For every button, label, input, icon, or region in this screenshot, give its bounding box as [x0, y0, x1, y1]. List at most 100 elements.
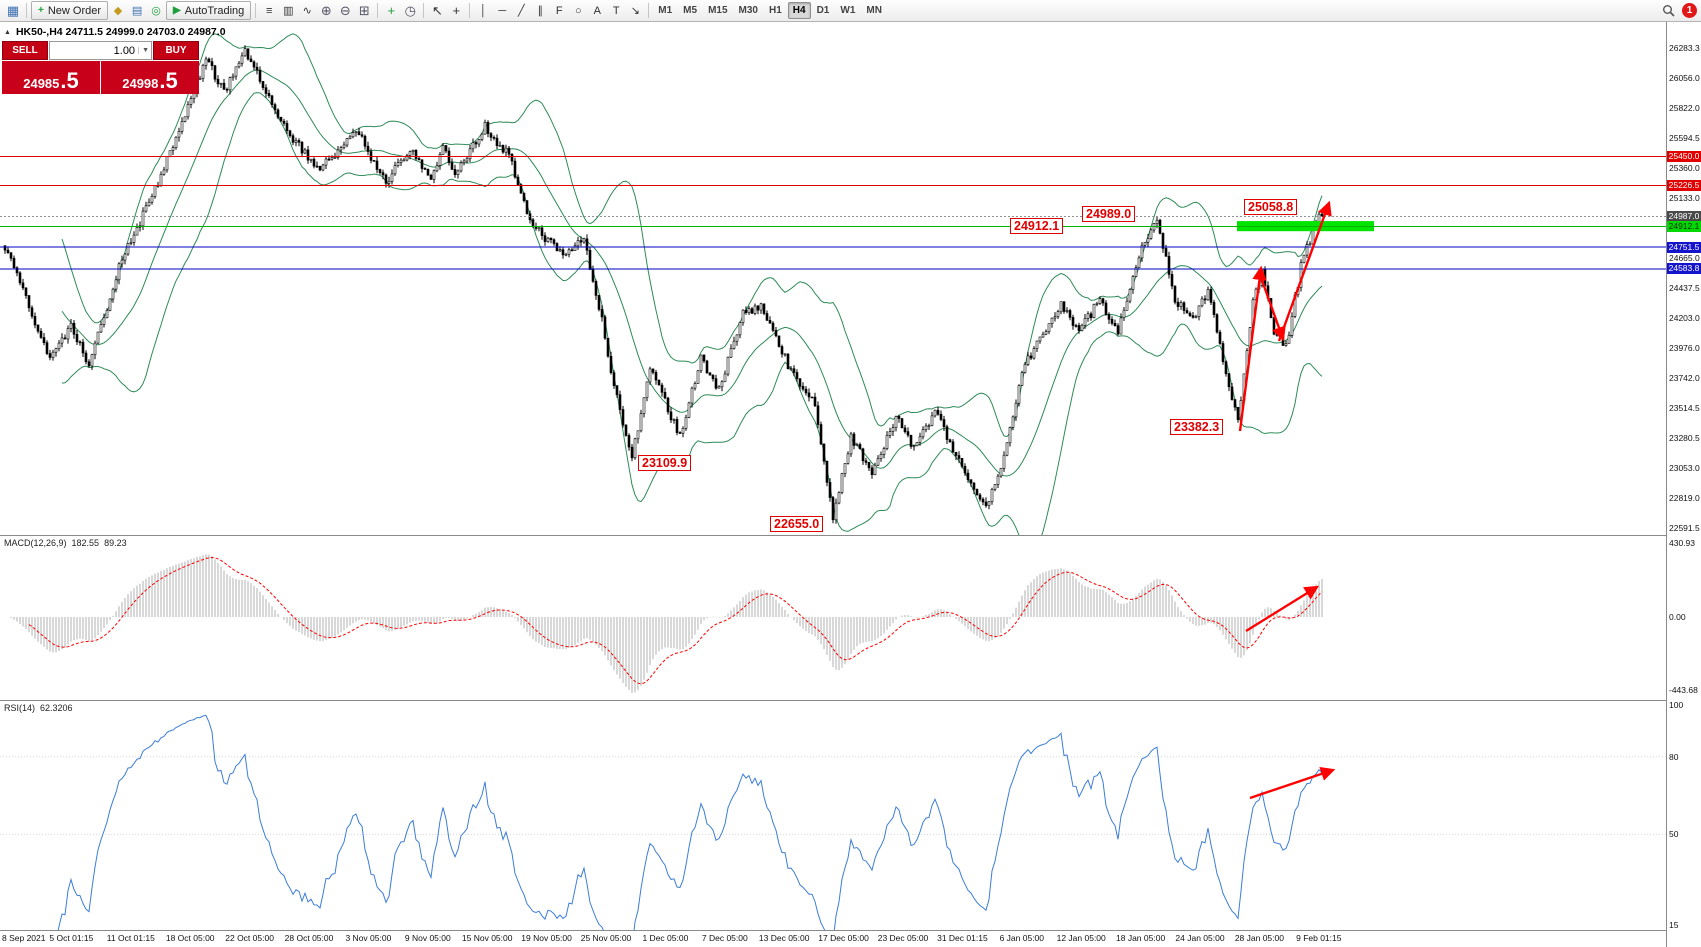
tf-button-d1[interactable]: D1	[816, 5, 830, 16]
arrows-tool-icon[interactable]: ↘	[630, 5, 640, 17]
macd-chart[interactable]	[0, 535, 1666, 700]
price-tick: 22819.0	[1669, 493, 1700, 503]
chart-bars-icon[interactable]: ≡	[266, 4, 273, 17]
toolbar-separator	[377, 3, 379, 18]
tf-button-m15[interactable]: M15	[708, 5, 728, 16]
sell-price-fraction: .5	[60, 68, 79, 93]
symbol-ohlc-text: HK50-,H4 24711.5 24999.0 24703.0 24987.0	[15, 26, 226, 38]
tf-button-w1[interactable]: W1	[840, 5, 856, 16]
time-label: 18 Jan 05:00	[1116, 933, 1166, 943]
zoom-in-icon[interactable]: ⊕	[320, 2, 332, 18]
price-tick: 22591.5	[1669, 523, 1700, 533]
macd-axis-tick: 0.00	[1669, 612, 1686, 622]
autotrading-button[interactable]: ▶ AutoTrading	[166, 1, 252, 20]
time-label: 11 Oct 01:15	[106, 933, 155, 943]
price-callout[interactable]: 22655.0	[770, 516, 824, 532]
time-label: 13 Dec 05:00	[758, 933, 810, 943]
price-tick: 23514.5	[1669, 403, 1700, 413]
price-callout[interactable]: 25058.8	[1244, 199, 1298, 215]
tile-windows-icon[interactable]: ⊞	[358, 2, 370, 18]
cursor-icon[interactable]: ↖	[431, 2, 443, 18]
rsi-chart[interactable]	[0, 700, 1666, 930]
macd-signal-value: 89.23	[104, 538, 127, 548]
price-badge-red: 25450.0	[1667, 151, 1701, 162]
price-badge-current: 24987.0	[1667, 211, 1701, 222]
chart-line-icon[interactable]: ∿	[302, 5, 312, 17]
fibonacci-tool-icon[interactable]: F	[555, 4, 563, 17]
pane-divider[interactable]	[0, 700, 1701, 701]
channel-tool-icon[interactable]: ∥	[537, 5, 544, 17]
metaeditor-icon[interactable]: ◆	[113, 5, 123, 17]
price-badge-green: 24912.1	[1667, 221, 1701, 232]
buy-button[interactable]: BUY	[153, 41, 199, 60]
volume-dropdown-icon[interactable]: ▼	[138, 47, 149, 54]
trendline-tool-icon[interactable]: ╱	[517, 5, 525, 17]
time-label: 28 Oct 05:00	[284, 933, 334, 943]
macd-pane[interactable]: MACD(12,26,9) 182.55 89.23	[0, 535, 1666, 700]
one-click-trading-panel: SELL 1.00 ▼ BUY 24985 .5 24998 .5	[2, 41, 199, 94]
period-icon[interactable]: ◷	[404, 2, 416, 18]
sell-button[interactable]: SELL	[2, 41, 48, 60]
tf-button-m1[interactable]: M1	[658, 5, 673, 16]
sell-price-button[interactable]: 24985 .5	[2, 61, 100, 94]
price-badge-blue: 24583.8	[1667, 263, 1701, 274]
main-chart-pane[interactable]: ▲ HK50-,H4 24711.5 24999.0 24703.0 24987…	[0, 22, 1666, 535]
time-axis[interactable]: 8 Sep 2021 5 Oct 01:15 11 Oct 01:15 18 Oct …	[0, 930, 1666, 947]
symbol-ohlc-info: ▲ HK50-,H4 24711.5 24999.0 24703.0 24987…	[4, 26, 226, 38]
macd-name: MACD(12,26,9)	[4, 538, 67, 548]
toolbar-separator	[648, 3, 650, 18]
rsi-name: RSI(14)	[4, 703, 36, 713]
shapes-tool-icon[interactable]: ○	[574, 4, 582, 17]
price-badge-blue: 24751.5	[1667, 242, 1701, 253]
search-icon[interactable]	[1659, 2, 1677, 20]
tf-button-mn[interactable]: MN	[866, 5, 882, 16]
price-callout[interactable]: 24989.0	[1082, 206, 1136, 222]
zoom-out-icon[interactable]: ⊖	[339, 2, 351, 18]
autotrading-label: AutoTrading	[184, 4, 245, 17]
horizontal-line-tool-icon[interactable]: ─	[498, 4, 507, 17]
rsi-axis-tick: 15	[1669, 920, 1679, 930]
rsi-axis-tick: 100	[1669, 700, 1684, 710]
text-tool-icon[interactable]: A	[593, 4, 601, 17]
new-order-button[interactable]: + New Order	[31, 1, 109, 20]
tf-button-h1[interactable]: H1	[768, 5, 782, 16]
macd-axis-tick: -443.68	[1669, 685, 1698, 695]
rsi-pane[interactable]: RSI(14) 62.3206	[0, 700, 1666, 930]
label-tool-icon[interactable]: T	[612, 4, 620, 17]
macd-axis-tick: 430.93	[1669, 538, 1695, 548]
price-axis[interactable]: 26283.3 26056.0 25822.0 25594.5 25360.0 25133…	[1667, 22, 1701, 947]
price-chart[interactable]	[0, 22, 1666, 535]
price-tick: 24437.5	[1669, 283, 1700, 293]
price-tick: 23280.5	[1669, 433, 1700, 443]
price-callout[interactable]: 23382.3	[1170, 419, 1224, 435]
price-callout[interactable]: 23109.9	[638, 455, 692, 471]
price-tick: 26283.3	[1669, 43, 1700, 53]
new-chart-icon[interactable]: ▦	[6, 2, 20, 18]
price-callout[interactable]: 24912.1	[1010, 218, 1064, 234]
time-label: 17 Dec 05:00	[818, 933, 869, 943]
pane-divider	[0, 930, 1701, 931]
time-label: 9 Feb 01:15	[1296, 933, 1342, 943]
notification-badge[interactable]: 1	[1682, 3, 1697, 18]
trade-prices-row: 24985 .5 24998 .5	[2, 61, 199, 94]
price-tick: 25360.0	[1669, 163, 1700, 173]
one-click-toggle-icon[interactable]: ▲	[4, 28, 11, 36]
time-label: 31 Dec 01:15	[937, 933, 988, 943]
new-order-label: New Order	[47, 4, 102, 17]
time-label: 5 Oct 01:15	[49, 933, 94, 943]
market-watch-icon[interactable]: ▤	[131, 5, 143, 17]
tf-button-h4[interactable]: H4	[787, 2, 811, 19]
crosshair-icon[interactable]: +	[452, 3, 461, 18]
tf-button-m5[interactable]: M5	[683, 5, 698, 16]
indicators-icon[interactable]: +	[387, 3, 396, 18]
tf-button-m30[interactable]: M30	[738, 5, 758, 16]
pane-divider[interactable]	[0, 535, 1701, 536]
strategy-tester-icon[interactable]: ◎	[151, 5, 161, 17]
vertical-line-tool-icon[interactable]: │	[479, 4, 487, 17]
buy-price-button[interactable]: 24998 .5	[101, 61, 199, 94]
toolbar-separator	[469, 3, 471, 18]
volume-input[interactable]: 1.00 ▼	[49, 41, 152, 60]
chart-candles-icon[interactable]: ▥	[283, 5, 294, 17]
time-label: 24 Jan 05:00	[1175, 933, 1225, 943]
price-tick: 24665.0	[1669, 253, 1700, 263]
